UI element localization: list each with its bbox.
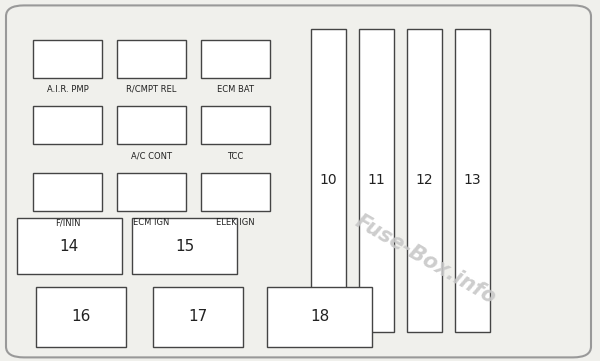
- Bar: [267, 287, 372, 347]
- Text: Fuse-Box.info: Fuse-Box.info: [352, 212, 500, 308]
- Bar: [117, 106, 186, 144]
- Text: ECM IGN: ECM IGN: [133, 218, 170, 227]
- Bar: [33, 106, 102, 144]
- Bar: [33, 173, 102, 211]
- Text: ELEK IGN: ELEK IGN: [216, 218, 255, 227]
- Text: R/CMPT REL: R/CMPT REL: [127, 85, 176, 94]
- Text: 15: 15: [175, 239, 194, 254]
- Bar: [132, 218, 237, 274]
- Text: 13: 13: [463, 174, 481, 187]
- Text: A.I.R. PMP: A.I.R. PMP: [47, 85, 88, 94]
- Bar: [117, 40, 186, 78]
- Text: A/C CONT: A/C CONT: [131, 152, 172, 161]
- Text: 17: 17: [188, 309, 208, 324]
- Text: 18: 18: [310, 309, 329, 324]
- Text: TCC: TCC: [227, 152, 244, 161]
- Bar: [33, 40, 102, 78]
- Bar: [407, 29, 442, 332]
- Bar: [359, 29, 394, 332]
- Text: 10: 10: [319, 174, 337, 187]
- Text: ECM BAT: ECM BAT: [217, 85, 254, 94]
- Text: 11: 11: [367, 174, 385, 187]
- Bar: [455, 29, 490, 332]
- Text: 12: 12: [415, 174, 433, 187]
- FancyBboxPatch shape: [6, 5, 591, 357]
- Text: 14: 14: [59, 239, 79, 254]
- Bar: [36, 287, 126, 347]
- Bar: [117, 173, 186, 211]
- Text: F/ININ: F/ININ: [55, 218, 80, 227]
- Bar: [311, 29, 346, 332]
- Bar: [153, 287, 243, 347]
- Bar: [201, 40, 270, 78]
- Bar: [201, 173, 270, 211]
- Bar: [201, 106, 270, 144]
- Bar: [17, 218, 122, 274]
- Text: 16: 16: [71, 309, 91, 324]
